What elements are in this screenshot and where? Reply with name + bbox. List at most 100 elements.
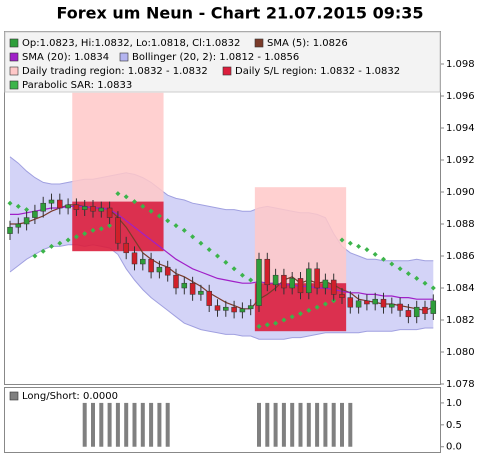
candle-body bbox=[90, 206, 96, 212]
candle-body bbox=[247, 305, 254, 310]
legend-label: Daily S/L region: 1.0832 - 1.0832 bbox=[235, 66, 400, 77]
legend-swatch bbox=[9, 66, 19, 76]
sar-dot bbox=[165, 218, 171, 224]
bar bbox=[340, 402, 344, 447]
candle-body bbox=[48, 199, 55, 204]
legend-label: Op:1.0823, Hi:1.0832, Lo:1.0818, Cl:1.08… bbox=[22, 38, 240, 49]
candle-body bbox=[256, 258, 262, 306]
bar bbox=[348, 402, 353, 447]
sma-line bbox=[10, 204, 434, 312]
sar-dot bbox=[156, 213, 162, 219]
sar-dot bbox=[264, 322, 270, 328]
y-tick-label: 1.094 bbox=[446, 123, 475, 134]
y-tick-label: 1.096 bbox=[446, 91, 475, 102]
candle-body bbox=[322, 279, 329, 289]
candle-body bbox=[123, 242, 129, 254]
candle-body bbox=[289, 278, 295, 289]
sar-dot bbox=[231, 266, 237, 272]
legend-swatch bbox=[9, 52, 19, 62]
bar bbox=[157, 402, 162, 447]
candle-body bbox=[148, 258, 154, 273]
candle-body bbox=[264, 258, 271, 286]
legend-swatch bbox=[9, 80, 19, 90]
y-tick-label: 1.084 bbox=[446, 283, 475, 294]
bar bbox=[298, 402, 303, 447]
sar-dot bbox=[40, 248, 46, 254]
sar-dot bbox=[15, 203, 21, 209]
sar-dot bbox=[256, 323, 262, 329]
sar-dot bbox=[198, 240, 204, 246]
sar-dot bbox=[65, 237, 71, 243]
candle-body bbox=[306, 268, 312, 294]
candle-body bbox=[156, 266, 163, 273]
sar-dot bbox=[140, 203, 146, 209]
lower-panel bbox=[4, 387, 441, 453]
candle-body bbox=[239, 308, 246, 313]
bar bbox=[331, 402, 336, 447]
sar-dot bbox=[273, 320, 279, 326]
y-tick-label: 1.090 bbox=[446, 187, 475, 198]
candle-body bbox=[15, 223, 22, 228]
trading-region bbox=[72, 92, 164, 202]
y-tick-label: 1.0 bbox=[446, 398, 462, 409]
candle-body bbox=[214, 305, 221, 311]
sar-dot bbox=[289, 314, 295, 320]
legend-label: SMA (5): 1.0826 bbox=[267, 38, 348, 49]
candle-body bbox=[32, 210, 38, 218]
candle-body bbox=[330, 279, 337, 295]
sar-dot bbox=[381, 256, 386, 262]
sar-dot bbox=[389, 261, 395, 267]
y-tick-label: 1.088 bbox=[446, 219, 475, 230]
bar bbox=[315, 402, 320, 447]
candle-body bbox=[339, 294, 345, 298]
sar-dot bbox=[422, 280, 428, 286]
candle-body bbox=[173, 274, 179, 289]
sar-dot bbox=[90, 227, 96, 233]
bar bbox=[165, 402, 170, 447]
bar bbox=[140, 402, 145, 447]
sar-dot bbox=[132, 199, 137, 205]
bar bbox=[107, 402, 112, 447]
sar-dot bbox=[7, 200, 13, 206]
bar bbox=[149, 402, 154, 447]
legend-label: Daily trading region: 1.0832 - 1.0832 bbox=[22, 66, 208, 77]
candle-body bbox=[372, 298, 378, 305]
candle-body bbox=[413, 306, 420, 318]
candle-body bbox=[430, 300, 437, 314]
sar-dot bbox=[148, 208, 154, 214]
candle-body bbox=[198, 290, 204, 295]
candle-body bbox=[115, 217, 121, 244]
legend-label: SMA (20): 1.0834 bbox=[22, 52, 109, 63]
sar-dot bbox=[248, 277, 254, 283]
sar-dot bbox=[82, 231, 88, 237]
sar-dot bbox=[190, 234, 196, 240]
y-tick-label: 1.078 bbox=[446, 379, 475, 390]
candle-body bbox=[189, 282, 196, 295]
candle-body bbox=[106, 207, 113, 218]
sar-dot bbox=[322, 301, 328, 307]
legend-label: Long/Short: 0.0000 bbox=[22, 391, 118, 402]
sar-dot bbox=[405, 271, 411, 277]
bar bbox=[82, 402, 87, 447]
candle-body bbox=[131, 252, 138, 265]
legend-swatch bbox=[9, 38, 19, 48]
sar-dot bbox=[215, 253, 220, 259]
candle-body bbox=[231, 306, 237, 313]
y-tick-label: 1.098 bbox=[446, 59, 475, 70]
bar bbox=[99, 402, 104, 447]
candle-body bbox=[297, 278, 304, 294]
candle-body bbox=[40, 202, 46, 212]
candle-body bbox=[98, 207, 105, 212]
sar-dot bbox=[397, 266, 403, 272]
candle-body bbox=[140, 258, 146, 265]
sar-dot bbox=[206, 247, 212, 253]
sar-dot bbox=[24, 207, 30, 213]
sar-dot bbox=[339, 237, 345, 243]
bar bbox=[91, 402, 95, 447]
candle-body bbox=[81, 206, 88, 210]
candle-body bbox=[164, 266, 171, 276]
sar-dot bbox=[281, 317, 287, 323]
bar bbox=[132, 402, 137, 447]
